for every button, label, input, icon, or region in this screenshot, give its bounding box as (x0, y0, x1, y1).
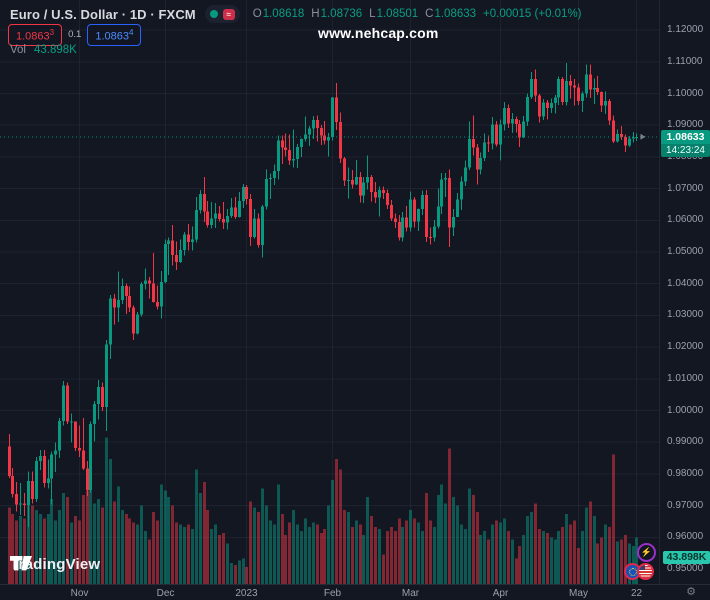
price-axis-label: 0.95000 (667, 563, 704, 574)
volume-indicator-label[interactable]: Vol (10, 44, 26, 56)
price-axis-label: 1.07000 (667, 182, 704, 194)
time-axis-label: Feb (323, 588, 342, 599)
ask-sup-digit: 4 (128, 28, 134, 37)
watermark-text: www.nehcap.com (318, 25, 439, 41)
price-axis-label: 1.04000 (667, 277, 704, 289)
us-flag-icon (637, 563, 654, 580)
tradingview-logo-icon (10, 556, 32, 571)
close-label: C (425, 8, 434, 20)
indicator-toggle-pill: ≈ (204, 5, 240, 23)
open-label: O (252, 8, 262, 20)
time-axis-label: 22 (630, 588, 643, 599)
last-bar-marker (640, 133, 646, 140)
last-price-value: 1.08633 (661, 129, 710, 144)
time-axis-label: May (569, 588, 588, 599)
lightning-icon[interactable]: ⚡ (637, 543, 656, 562)
price-axis-label: 1.10000 (667, 87, 704, 99)
price-axis-label: 1.03000 (667, 309, 704, 321)
sell-button[interactable]: 1.08633 (8, 24, 63, 46)
price-axis-label: 1.01000 (667, 372, 704, 384)
eu-stars (628, 567, 637, 576)
buy-button[interactable]: 1.08634 (87, 24, 142, 46)
spread-value: 0.1 (68, 29, 82, 41)
low-label: L (369, 8, 376, 20)
low-value: 1.08501 (376, 8, 419, 20)
tradingview-logo[interactable]: TradingView (10, 556, 100, 573)
price-axis-label: 0.96000 (667, 531, 704, 543)
gear-icon[interactable]: ⚙ (686, 586, 696, 598)
tradingview-logo-text: TradingView (10, 556, 101, 573)
time-axis-label: 2023 (235, 588, 258, 599)
high-value: 1.08736 (320, 8, 363, 20)
bid-sup-digit: 3 (49, 28, 55, 37)
price-axis-label: 1.00000 (667, 404, 704, 416)
change-value: +0.00015 (+0.01%) (483, 8, 582, 20)
ohlc-legend: O1.08618 H1.08736 L1.08501 C1.08633 +0.0… (253, 8, 582, 20)
volume-indicator-value: 43.898K (34, 44, 77, 56)
symbol-title[interactable]: Euro / U.S. Dollar · 1D · FXCM (10, 6, 196, 22)
us-canton (639, 565, 645, 570)
open-value: 1.08618 (262, 8, 305, 20)
price-axis[interactable]: 1.120001.110001.100001.090001.080001.070… (659, 0, 710, 584)
strategy-icon[interactable]: ≈ (222, 8, 235, 20)
time-axis-label: Dec (156, 588, 175, 599)
price-axis-label: 0.97000 (667, 499, 704, 511)
price-axis-label: 0.99000 (667, 436, 704, 448)
high-label: H (311, 8, 320, 20)
time-axis-label: Apr (492, 588, 509, 599)
price-axis-label: 1.05000 (667, 246, 704, 257)
price-axis-label: 1.12000 (667, 24, 704, 36)
toggle-on-icon[interactable] (209, 10, 218, 18)
price-axis-label: 1.09000 (667, 119, 704, 131)
last-price-badge: 1.08633 14:23:24 (661, 129, 710, 157)
currency-pair-flags[interactable] (624, 563, 654, 580)
bar-countdown: 14:23:24 (661, 143, 710, 157)
price-axis-label: 1.11000 (667, 55, 703, 67)
price-axis-label: 1.06000 (667, 214, 704, 226)
time-axis-label: Nov (70, 588, 89, 599)
time-axis[interactable]: Nov Dec 2023 Feb Mar Apr May 22 (0, 584, 710, 600)
volume-axis-badge: 43.898K (663, 551, 710, 564)
close-value: 1.08633 (434, 8, 477, 20)
price-axis-label: 1.02000 (667, 341, 704, 353)
time-axis-label: Mar (401, 588, 420, 599)
price-axis-label: 0.98000 (667, 467, 704, 479)
